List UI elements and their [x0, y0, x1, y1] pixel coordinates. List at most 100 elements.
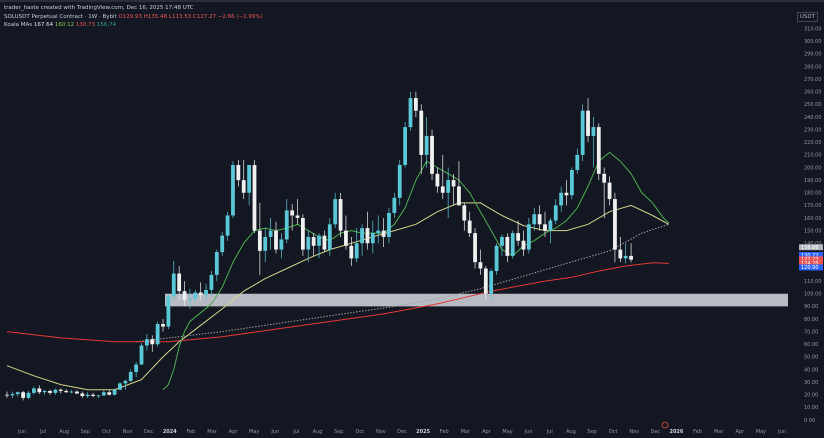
ma-value-2: 160.12 — [54, 22, 75, 28]
x-tick-label: Jun — [17, 429, 26, 435]
y-tick-label: 250.00 — [804, 102, 822, 108]
candle-body — [231, 164, 235, 216]
candle-body — [392, 197, 397, 213]
candle-body — [387, 212, 391, 237]
y-tick-label: 270.00 — [804, 77, 822, 83]
attribution-text: trader_haste created with TradingView.co… — [4, 5, 194, 11]
candle-body — [505, 236, 510, 256]
candle-body — [360, 228, 364, 244]
candle-body — [586, 110, 590, 136]
candle-body — [177, 273, 182, 292]
candle-body — [397, 164, 402, 198]
candle-body — [607, 182, 612, 200]
y-tick-label: 90.00 — [804, 304, 818, 310]
candle-body — [204, 289, 208, 296]
x-tick-label: May — [249, 429, 259, 435]
candle-body — [21, 392, 26, 398]
support-zone — [165, 293, 788, 307]
candle-body — [144, 339, 149, 346]
candle-body — [516, 233, 520, 241]
candle-body — [376, 230, 381, 234]
candle-body — [548, 220, 553, 231]
x-tick-label: Jul — [39, 429, 46, 435]
candle-body — [575, 154, 580, 171]
candle-body — [69, 391, 74, 393]
candle-body — [252, 164, 257, 231]
candle-body — [494, 245, 499, 272]
candle-body — [171, 273, 176, 297]
y-tick-label: 310.00 — [804, 26, 822, 32]
x-tick-label: Feb — [693, 429, 702, 435]
ohlc-change: −2.66 (−1.99%) — [217, 14, 263, 20]
y-tick-label: 150.00 — [804, 228, 822, 234]
candle-body — [596, 127, 601, 174]
y-tick-label: 110.00 — [804, 279, 822, 285]
candle-body — [236, 164, 241, 181]
candle-body — [257, 230, 262, 251]
x-tick-label: Sep — [587, 429, 596, 435]
x-tick-label: Nov — [123, 429, 133, 435]
symbol-line: SOLUSDT Perpetual Contract · 1W · Bybit — [4, 14, 117, 20]
x-tick-label: Apr — [735, 429, 745, 435]
x-tick-label: 2024 — [163, 429, 177, 435]
candle-body — [37, 388, 42, 393]
candle-body — [295, 215, 300, 218]
x-tick-label: Dec — [650, 429, 660, 435]
candle-body — [521, 240, 526, 250]
ma-long-line — [6, 262, 669, 343]
ma-label: Koala MAs — [4, 22, 33, 28]
x-tick-label: Mar — [207, 429, 217, 435]
y-tick-label: 180.00 — [804, 191, 822, 197]
symbol-legend: SOLUSDT Perpetual Contract · 1W · Bybit … — [4, 14, 263, 20]
ma-value-4: 156.74 — [96, 22, 117, 28]
x-tick-label: Nov — [629, 429, 639, 435]
price-label-text: 124.20 — [801, 261, 819, 267]
x-tick-label: Sep — [334, 429, 343, 435]
y-tick-label: 50.00 — [804, 355, 818, 361]
y-tick-label: 30.00 — [804, 380, 818, 386]
price-label-text: 120.90 — [801, 265, 819, 271]
candle-body — [118, 383, 122, 390]
candle-body — [580, 110, 585, 155]
y-tick-label: 160.00 — [804, 216, 822, 222]
x-tick-label: Oct — [355, 429, 364, 435]
ma-legend: Koala MAs 167.64 160.12 130.73 156.74 — [4, 22, 116, 28]
candle-body — [478, 262, 483, 269]
y-tick-label: 220.00 — [804, 140, 822, 146]
y-tick-label: 240.00 — [804, 115, 822, 121]
x-tick-label: Jun — [524, 429, 533, 435]
candle-body — [570, 170, 574, 196]
candle-body — [381, 230, 386, 237]
x-tick-label: Dec — [144, 429, 154, 435]
price-label-text: 127.27 — [801, 257, 819, 263]
y-tick-label: 210.00 — [804, 153, 822, 159]
candle-body — [483, 268, 488, 294]
candle-body — [193, 292, 198, 299]
y-tick-label: 60.00 — [804, 342, 818, 348]
x-tick-label: 2026 — [669, 429, 683, 435]
candle-body — [526, 224, 531, 250]
x-tick-label: Apr — [229, 429, 239, 435]
candle-body — [274, 230, 278, 250]
candle-body — [424, 135, 429, 155]
candle-body — [64, 390, 69, 393]
candle-body — [430, 135, 434, 174]
candle-body — [91, 394, 95, 397]
candle-body — [564, 192, 569, 196]
y-tick-label: 20.00 — [804, 393, 818, 399]
candle-body — [349, 245, 354, 259]
x-tick-label: Sep — [81, 429, 90, 435]
x-tick-label: Jun — [777, 429, 786, 435]
candle-body — [467, 220, 472, 234]
candle-body — [419, 110, 424, 155]
ohlc-high: H135.48 — [143, 14, 168, 20]
y-tick-label: 10.00 — [804, 405, 818, 411]
candle-body — [408, 98, 413, 128]
x-tick-label: Aug — [59, 429, 69, 435]
candle-body — [473, 233, 477, 263]
candle-body — [500, 236, 504, 246]
candle-body — [403, 127, 408, 165]
currency-label: USDT — [796, 12, 818, 22]
